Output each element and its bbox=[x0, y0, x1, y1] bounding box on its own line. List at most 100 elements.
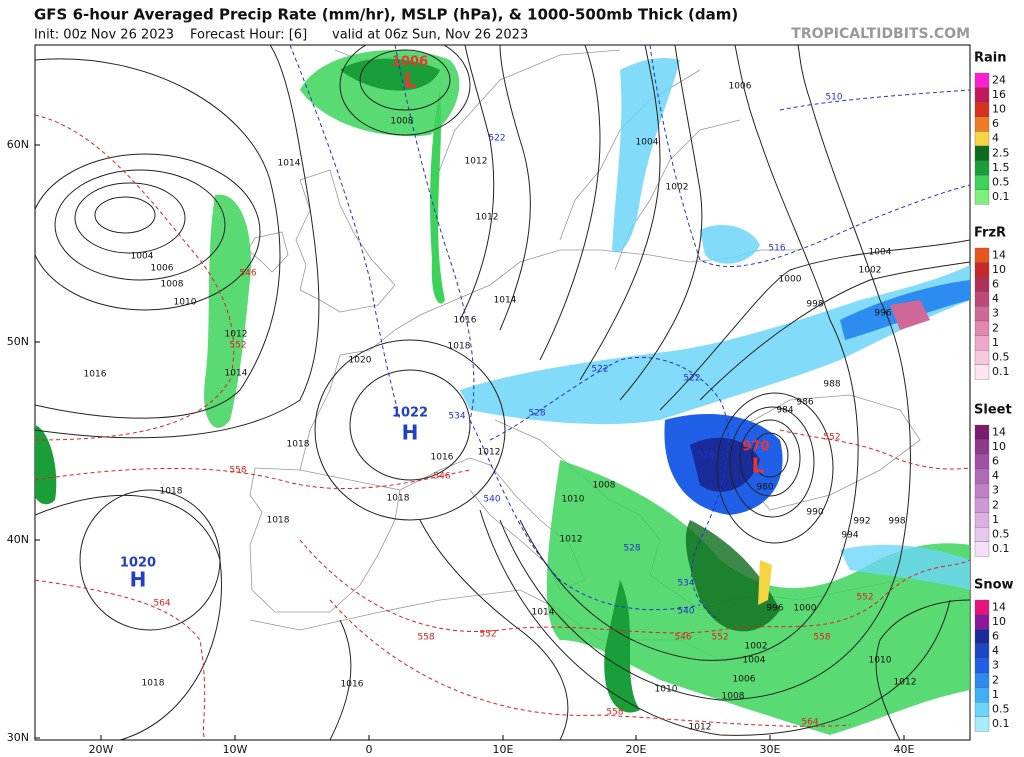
thickness-labels: 552 546 558 564 546 558 552 558 552 546 558 564 552 5… bbox=[153, 93, 873, 728]
thickness-label: 558 bbox=[417, 633, 434, 643]
isobar-label: 1000 bbox=[779, 275, 802, 285]
lat-label: 40N bbox=[7, 533, 29, 546]
legend-swatch bbox=[974, 483, 990, 499]
legend-label: 10 bbox=[992, 103, 1006, 116]
thickness-label: 552 bbox=[229, 341, 246, 351]
legend-label: 0.1 bbox=[992, 542, 1010, 555]
legend-label: 0.5 bbox=[992, 528, 1010, 541]
isobar-label: 1010 bbox=[869, 656, 892, 666]
legend-label: 10 bbox=[992, 440, 1006, 453]
thickness bbox=[35, 45, 970, 740]
isobar-label: 1018 bbox=[142, 679, 165, 689]
thickness-label: 528 bbox=[528, 409, 545, 419]
legend-swatch bbox=[974, 716, 990, 732]
isobar-label: 1004 bbox=[743, 656, 766, 666]
legend-label: 10 bbox=[992, 263, 1006, 276]
isobar-label: 1004 bbox=[869, 248, 892, 258]
legend-label: 1 bbox=[992, 336, 999, 349]
isobar-label: 994 bbox=[841, 531, 858, 541]
thickness-label: 534 bbox=[677, 579, 694, 589]
isobar-label: 1000 bbox=[794, 604, 817, 614]
lon-label: 10W bbox=[223, 743, 248, 756]
isobar-label: 1006 bbox=[729, 82, 752, 92]
isobar-label: 1016 bbox=[84, 370, 107, 380]
lat-label: 60N bbox=[7, 138, 29, 151]
legend-swatch bbox=[974, 687, 990, 703]
thickness-label: 516 bbox=[768, 244, 785, 254]
thickness-label: 546 bbox=[239, 269, 256, 279]
legend-swatch bbox=[974, 672, 990, 688]
isobar-label: 1012 bbox=[560, 535, 583, 545]
thickness-label: 522 bbox=[591, 365, 608, 375]
legend-label: 3 bbox=[992, 659, 999, 672]
isobar-label: 1008 bbox=[161, 280, 184, 290]
center-pressure: 1006 bbox=[392, 55, 428, 70]
legend-swatch bbox=[974, 87, 990, 103]
legend-swatch bbox=[974, 454, 990, 469]
legend-swatch bbox=[974, 116, 990, 132]
legend-label: 1 bbox=[992, 688, 999, 701]
legend-label: 0.5 bbox=[992, 351, 1010, 364]
legend-label: 0.1 bbox=[992, 717, 1010, 730]
isobar-label: 1006 bbox=[151, 264, 174, 274]
isobar-label: 980 bbox=[756, 483, 773, 493]
map bbox=[34, 44, 971, 741]
legend-label: 24 bbox=[992, 73, 1006, 86]
isobar-label: 1010 bbox=[655, 685, 678, 695]
isobar-label: 1016 bbox=[341, 680, 364, 690]
lon-label: 0 bbox=[366, 743, 373, 756]
legend-label: 4 bbox=[992, 132, 999, 145]
isobar-label: 1008 bbox=[722, 692, 745, 702]
legend-title: FrzR bbox=[974, 226, 1006, 241]
forecast-hour: Forecast Hour: [6] bbox=[190, 28, 307, 43]
isobar-label: 1016 bbox=[431, 453, 454, 463]
isobar-label: 1018 bbox=[387, 494, 410, 504]
thickness-label: 552 bbox=[479, 630, 496, 640]
lon-label: 20W bbox=[89, 743, 114, 756]
isobar-label: 998 bbox=[888, 517, 905, 527]
isobar-label: 1018 bbox=[160, 487, 183, 497]
legend-swatch bbox=[974, 364, 990, 380]
isobars bbox=[35, 45, 970, 740]
legend-swatch bbox=[974, 658, 990, 674]
isobar-label: 1016 bbox=[454, 316, 477, 326]
legend-swatch bbox=[974, 277, 990, 292]
thickness-label: 564 bbox=[153, 599, 170, 609]
legend-label: 1 bbox=[992, 513, 999, 526]
isobar-label: 1014 bbox=[225, 369, 248, 379]
isobar-label: 1002 bbox=[666, 183, 689, 193]
thickness-label: 558 bbox=[606, 708, 623, 718]
isobar-label: 1020 bbox=[349, 356, 372, 366]
title: GFS 6-hour Averaged Precip Rate (mm/hr),… bbox=[34, 6, 738, 24]
legend-swatch bbox=[974, 131, 990, 147]
legend-swatch bbox=[974, 468, 990, 484]
isobar-label: 1008 bbox=[391, 117, 414, 127]
legend-label: 4 bbox=[992, 292, 999, 305]
isobar-label: 1018 bbox=[287, 440, 310, 450]
legend-label: 14 bbox=[992, 248, 1006, 261]
legend-swatch bbox=[974, 599, 990, 615]
legend-label: 2 bbox=[992, 498, 999, 511]
legend-title: Sleet bbox=[974, 403, 1012, 418]
thickness-label: 534 bbox=[448, 412, 465, 422]
isobar-label: 1012 bbox=[894, 678, 917, 688]
isobar-label: 1002 bbox=[745, 642, 768, 652]
legend-swatch bbox=[974, 541, 990, 557]
legend-swatch bbox=[974, 527, 990, 542]
axes: 60N 50N 40N 30N 20W 10W 0 10E 20E 30E 40E bbox=[7, 138, 915, 756]
center-letter: L bbox=[752, 454, 765, 478]
isobar-label: 1004 bbox=[131, 252, 154, 262]
legend-label: 6 bbox=[992, 630, 999, 643]
thickness-label: 510 bbox=[825, 93, 842, 103]
legend-swatch bbox=[974, 614, 990, 630]
thickness-label: 552 bbox=[856, 593, 873, 603]
legend-swatch bbox=[974, 160, 990, 176]
isobar-label: 988 bbox=[823, 380, 840, 390]
legend-label: 1.5 bbox=[992, 161, 1010, 174]
isobar-labels: 1014 1004 1006 1008 1010 1012 1014 1016 1018 1018… bbox=[84, 82, 917, 733]
isobar-label: 1018 bbox=[448, 342, 471, 352]
legend-swatch bbox=[974, 291, 990, 307]
legend-swatch bbox=[974, 702, 990, 717]
isobar-label: 1002 bbox=[859, 266, 882, 276]
